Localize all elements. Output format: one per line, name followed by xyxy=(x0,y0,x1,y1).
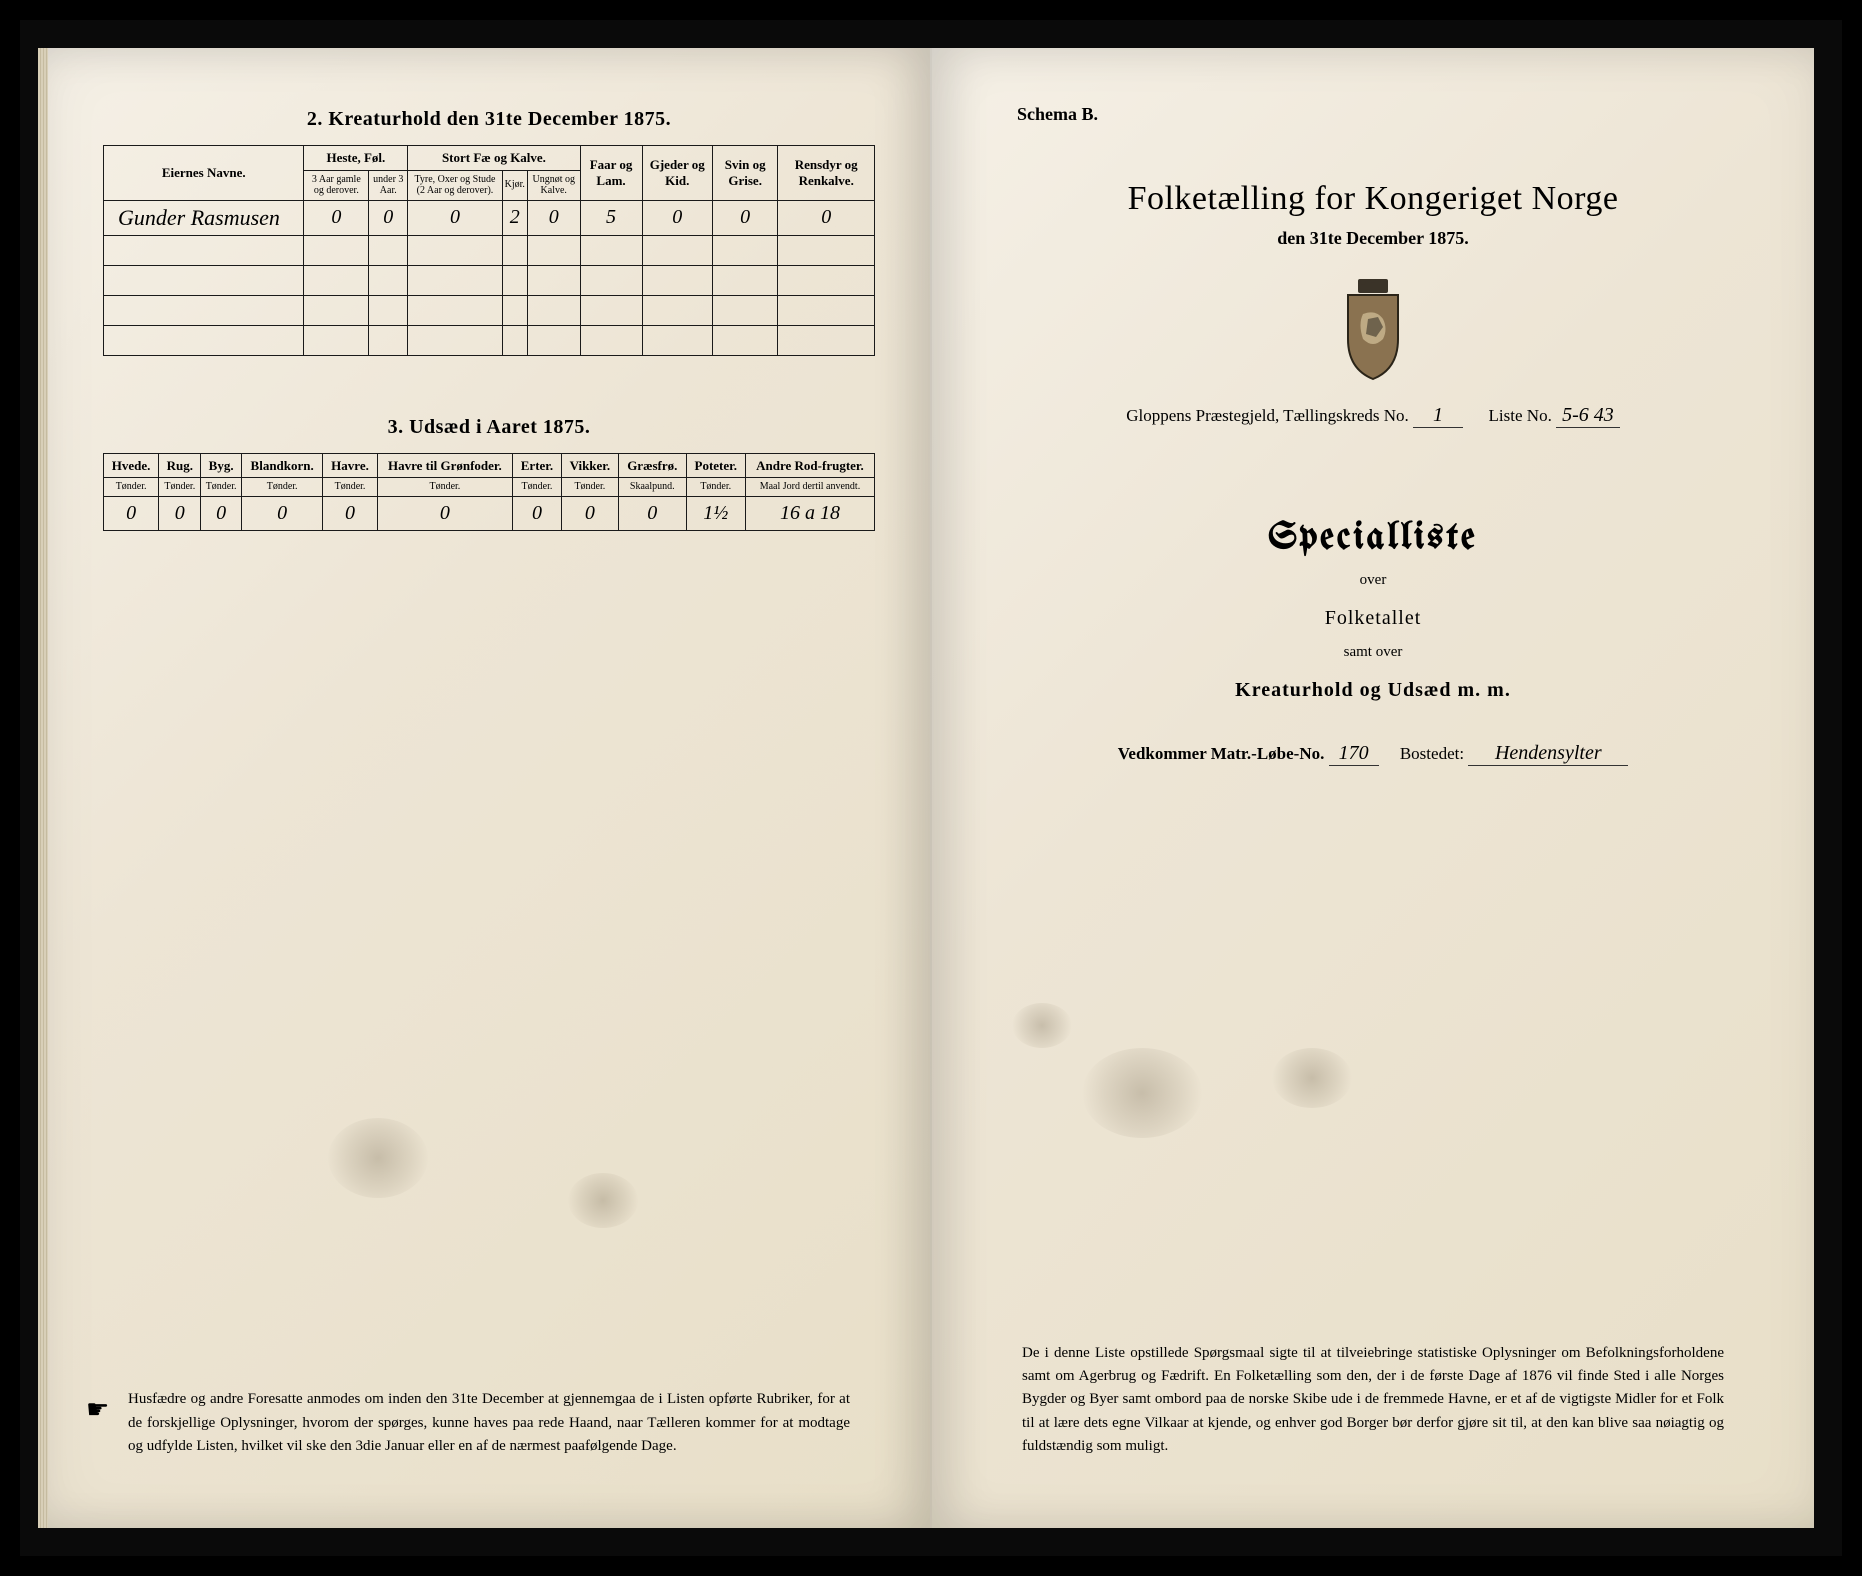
owner-name: Gunder Rasmusen xyxy=(104,200,304,235)
col-erter: Erter. xyxy=(513,453,562,478)
stain xyxy=(1272,1048,1352,1108)
cell: 0 xyxy=(778,200,875,235)
col-rug: Rug. xyxy=(159,453,201,478)
cell: 0 xyxy=(201,496,242,530)
footnote-text: Husfædre og andre Foresatte anmodes om i… xyxy=(128,1391,850,1454)
table-row xyxy=(104,265,875,295)
stain xyxy=(1082,1048,1202,1138)
section2-title: 2. Kreaturhold den 31te December 1875. xyxy=(103,108,875,131)
scan-frame: 2. Kreaturhold den 31te December 1875. E… xyxy=(20,20,1842,1556)
stain xyxy=(1012,1003,1072,1048)
col-heste: Heste, Føl. xyxy=(304,146,408,171)
col-faar: Faar og Lam. xyxy=(580,146,642,201)
matr-label: Vedkommer Matr.-Løbe-No. xyxy=(1118,744,1325,763)
sub-tonder: Tønder. xyxy=(561,478,618,497)
schema-label: Schema B. xyxy=(1017,104,1759,125)
cell: 5 xyxy=(580,200,642,235)
cell: 1½ xyxy=(686,496,745,530)
col-heste-a: 3 Aar gamle og derover. xyxy=(304,170,369,200)
section3-title: 3. Udsæd i Aaret 1875. xyxy=(103,416,875,439)
sub-skaal: Skaalpund. xyxy=(619,478,687,497)
coat-of-arms-icon xyxy=(1328,279,1418,384)
page-stack-edge xyxy=(38,48,48,1528)
table-row xyxy=(104,325,875,355)
col-graes: Græsfrø. xyxy=(619,453,687,478)
col-bland: Blandkorn. xyxy=(241,453,323,478)
specialliste-title: Specialliste xyxy=(987,518,1759,558)
sub-tonder: Tønder. xyxy=(241,478,323,497)
cell: 0 xyxy=(377,496,513,530)
main-subtitle: den 31te December 1875. xyxy=(987,228,1759,249)
col-gjeder: Gjeder og Kid. xyxy=(642,146,712,201)
sub-tonder: Tønder. xyxy=(104,478,159,497)
table-row xyxy=(104,295,875,325)
cell: 0 xyxy=(642,200,712,235)
cell: 16 a 18 xyxy=(745,496,874,530)
cell: 0 xyxy=(241,496,323,530)
col-stort-b: Kjør. xyxy=(502,170,527,200)
sub-tonder: Tønder. xyxy=(686,478,745,497)
liste-label: Liste No. xyxy=(1489,406,1552,425)
cell: 0 xyxy=(527,200,580,235)
kreaturhold-label: Kreaturhold og Udsæd m. m. xyxy=(987,679,1759,702)
left-page: 2. Kreaturhold den 31te December 1875. E… xyxy=(48,48,932,1528)
sub-tonder: Tønder. xyxy=(159,478,201,497)
col-stort: Stort Fæ og Kalve. xyxy=(408,146,580,171)
cell: 0 xyxy=(408,200,502,235)
col-heste-b: under 3 Aar. xyxy=(369,170,408,200)
bosted-value: Hendensylter xyxy=(1468,742,1628,766)
right-page: Schema B. Folketælling for Kongeriget No… xyxy=(932,48,1814,1528)
samt-label: samt over xyxy=(987,644,1759,661)
folketallet-label: Folketallet xyxy=(987,607,1759,630)
udsed-table: Hvede. Rug. Byg. Blandkorn. Havre. Havre… xyxy=(103,453,875,531)
cell: 0 xyxy=(159,496,201,530)
over-label: over xyxy=(987,572,1759,589)
stain xyxy=(568,1173,638,1228)
district-no: 1 xyxy=(1413,404,1463,428)
table-row: Gunder Rasmusen 0 0 0 2 0 5 0 0 0 xyxy=(104,200,875,235)
col-havre-gron: Havre til Grønfoder. xyxy=(377,453,513,478)
vedkommer-line: Vedkommer Matr.-Løbe-No. 170 Bostedet: H… xyxy=(987,742,1759,766)
col-rens: Rensdyr og Renkalve. xyxy=(778,146,875,201)
cell: 0 xyxy=(323,496,377,530)
cell: 0 xyxy=(369,200,408,235)
cell: 0 xyxy=(304,200,369,235)
col-poteter: Poteter. xyxy=(686,453,745,478)
cell: 0 xyxy=(104,496,159,530)
sub-maal: Maal Jord dertil anvendt. xyxy=(745,478,874,497)
right-footnote: De i denne Liste opstillede Spørgsmaal s… xyxy=(1022,1342,1724,1458)
main-title: Folketælling for Kongeriget Norge xyxy=(987,180,1759,218)
col-stort-a: Tyre, Oxer og Stude (2 Aar og derover). xyxy=(408,170,502,200)
district-label: Gloppens Præstegjeld, Tællingskreds No. xyxy=(1126,406,1409,425)
cell: 0 xyxy=(561,496,618,530)
col-svin: Svin og Grise. xyxy=(712,146,777,201)
cell: 0 xyxy=(712,200,777,235)
sub-tonder: Tønder. xyxy=(323,478,377,497)
col-byg: Byg. xyxy=(201,453,242,478)
matr-no: 170 xyxy=(1329,742,1379,766)
col-hvede: Hvede. xyxy=(104,453,159,478)
left-footnote: ☛ Husfædre og andre Foresatte anmodes om… xyxy=(128,1388,850,1458)
sub-tonder: Tønder. xyxy=(377,478,513,497)
cell: 0 xyxy=(513,496,562,530)
bosted-label: Bostedet: xyxy=(1400,744,1464,763)
col-eiernes: Eiernes Navne. xyxy=(104,146,304,201)
col-vikker: Vikker. xyxy=(561,453,618,478)
kreaturhold-table: Eiernes Navne. Heste, Føl. Stort Fæ og K… xyxy=(103,145,875,356)
liste-no: 5-6 43 xyxy=(1556,404,1620,428)
cell: 2 xyxy=(502,200,527,235)
col-stort-c: Ungnøt og Kalve. xyxy=(527,170,580,200)
table-row xyxy=(104,235,875,265)
sub-tonder: Tønder. xyxy=(513,478,562,497)
col-havre: Havre. xyxy=(323,453,377,478)
pointing-hand-icon: ☛ xyxy=(86,1390,109,1430)
stain xyxy=(328,1118,428,1198)
sub-tonder: Tønder. xyxy=(201,478,242,497)
table-row: 0 0 0 0 0 0 0 0 0 1½ 16 a 18 xyxy=(104,496,875,530)
col-andre: Andre Rod-frugter. xyxy=(745,453,874,478)
district-line: Gloppens Præstegjeld, Tællingskreds No. … xyxy=(987,404,1759,428)
cell: 0 xyxy=(619,496,687,530)
